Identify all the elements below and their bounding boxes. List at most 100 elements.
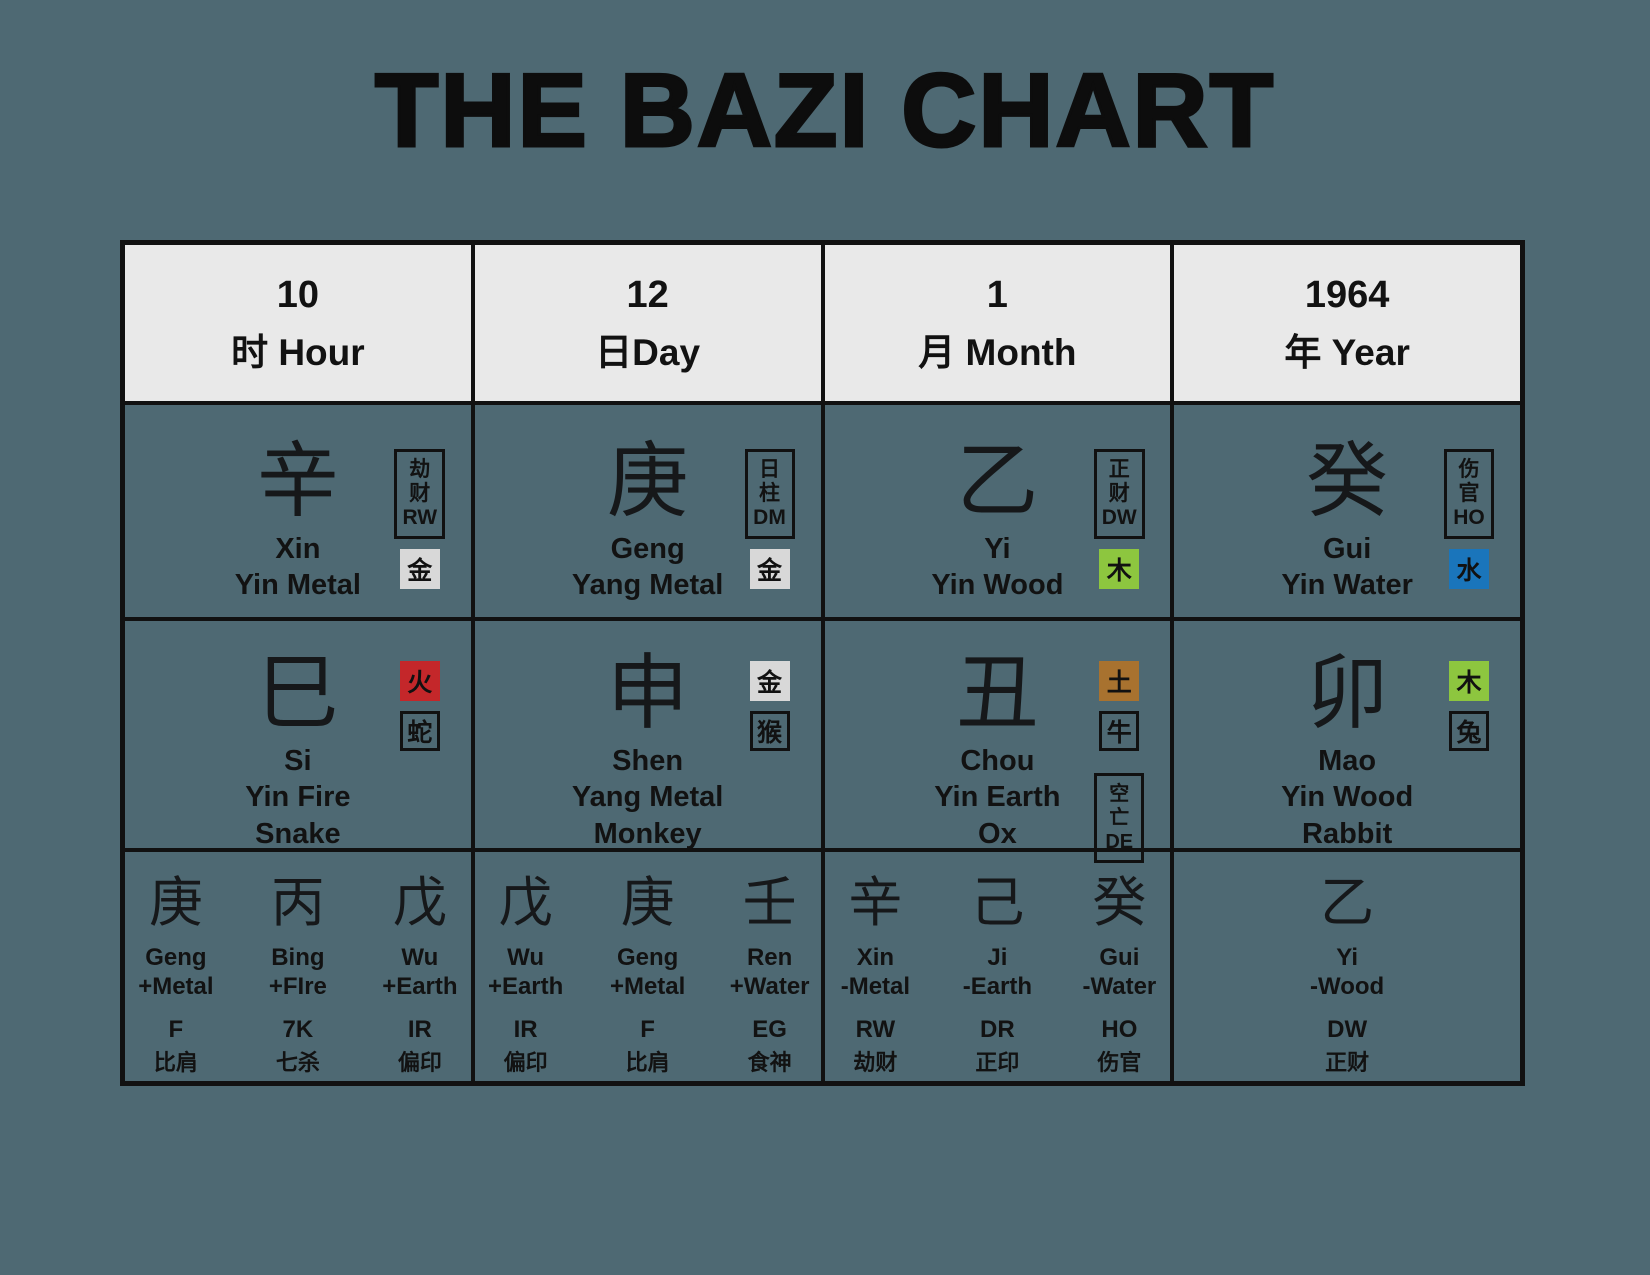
hidden-stem-code: HO bbox=[1101, 1015, 1138, 1043]
god-char-1: 劫 bbox=[409, 458, 431, 481]
header-cell-hour: 10 时 Hour bbox=[123, 243, 473, 403]
hidden-stem-element: +Metal bbox=[609, 972, 686, 1000]
hidden-stem-name: Gui bbox=[1099, 944, 1140, 972]
hour-value: 10 bbox=[276, 273, 320, 316]
hidden-stem-name: Wu bbox=[507, 944, 545, 972]
stem-name: Geng bbox=[610, 533, 685, 566]
hidden-stem-cn: 偏印 bbox=[397, 1050, 442, 1076]
stem-name: Xin bbox=[275, 533, 321, 566]
god-char-1: 正 bbox=[1108, 458, 1130, 481]
ten-god-box: 劫 财 RW bbox=[394, 449, 446, 540]
hidden-stem-name: Bing bbox=[271, 944, 325, 972]
animal-badge: 蛇 bbox=[399, 711, 440, 751]
hidden-stem-element: -Wood bbox=[1310, 972, 1385, 1000]
branch-name: Mao bbox=[1318, 745, 1377, 778]
god-code: HO bbox=[1453, 506, 1485, 530]
day-master-box: 日 柱 DM bbox=[744, 449, 795, 540]
god-char-1: 日 bbox=[759, 458, 780, 481]
hidden-stems-cell-month: 辛 Xin -Metal RW 劫财 己 Ji -Earth DR 正印 癸 G… bbox=[822, 850, 1173, 1083]
god-char-2: 柱 bbox=[759, 482, 780, 506]
stem-polarity: Yin Water bbox=[1281, 569, 1413, 602]
stem-name: Yi bbox=[984, 533, 1011, 566]
hidden-stem-code: DW bbox=[1327, 1015, 1368, 1043]
stem-cell-hour: 辛 Xin Yin Metal 劫 财 RW 金 bbox=[123, 403, 473, 619]
hidden-stem-char: 戊 bbox=[498, 871, 553, 934]
god-char-2: 官 bbox=[1458, 482, 1480, 506]
stem-char: 乙 bbox=[956, 434, 1039, 529]
ten-god-box: 伤 官 HO bbox=[1444, 449, 1494, 540]
hidden-stem-char: 庚 bbox=[620, 871, 675, 934]
year-value: 1964 bbox=[1304, 273, 1390, 316]
hidden-stem-cn: 劫财 bbox=[853, 1050, 898, 1076]
hidden-stem: 戊 Wu +Earth IR 偏印 bbox=[478, 871, 574, 1081]
stem-polarity: Yin Metal bbox=[234, 569, 361, 602]
hidden-stem-char: 壬 bbox=[742, 871, 797, 934]
stem-badges: 正 财 DW 木 bbox=[1092, 449, 1146, 590]
void-char-1: 空 bbox=[1109, 783, 1130, 805]
hidden-stem-cn: 比肩 bbox=[153, 1050, 198, 1076]
branch-element-text: Yin Wood bbox=[1281, 781, 1414, 814]
hidden-stem-code: RW bbox=[855, 1015, 896, 1043]
element-badge-metal: 金 bbox=[749, 549, 790, 590]
branch-badges: 土 牛 空 亡 DE bbox=[1092, 661, 1146, 863]
stem-char: 庚 bbox=[606, 434, 689, 529]
element-badge-wood: 木 bbox=[1449, 661, 1489, 701]
hidden-stem-code: IR bbox=[513, 1015, 538, 1043]
hidden-stem: 辛 Xin -Metal RW 劫财 bbox=[827, 871, 923, 1081]
branch-animal: Ox bbox=[978, 817, 1017, 850]
hidden-stem-element: +Earth bbox=[487, 972, 564, 1000]
hidden-stem: 癸 Gui -Water HO 伤官 bbox=[1071, 871, 1167, 1081]
element-badge-wood: 木 bbox=[1099, 549, 1140, 590]
hidden-stem-code: IR bbox=[407, 1015, 432, 1043]
hidden-stem-cn: 比肩 bbox=[625, 1050, 670, 1076]
month-value: 1 bbox=[986, 273, 1008, 316]
hidden-stem: 戊 Wu +Earth IR 偏印 bbox=[372, 871, 468, 1081]
branch-element-text: Yang Metal bbox=[571, 781, 724, 814]
hidden-stem-cn: 正印 bbox=[975, 1050, 1020, 1076]
stem-polarity: Yang Metal bbox=[571, 569, 724, 602]
hidden-stem-code: EG bbox=[752, 1015, 787, 1043]
branch-name: Si bbox=[284, 745, 312, 778]
hidden-stems-cell-year: 乙 Yi -Wood DW 正财 bbox=[1172, 850, 1522, 1083]
day-value: 12 bbox=[626, 273, 669, 316]
bazi-chart-table: 10 时 Hour 12 日Day 1 月 Month 1964 年 Year … bbox=[120, 240, 1525, 1086]
hidden-stem-element: +FIre bbox=[268, 972, 327, 1000]
hidden-stem-element: -Metal bbox=[840, 972, 911, 1000]
branch-cell-month: 丑 Chou Yin Earth Ox 土 牛 空 亡 DE bbox=[822, 619, 1173, 863]
void-death-emptiness-box: 空 亡 DE bbox=[1094, 773, 1145, 863]
void-code: DE bbox=[1105, 831, 1134, 853]
ten-god-box: 正 财 DW bbox=[1093, 449, 1145, 540]
branch-badges: 木 兔 bbox=[1442, 661, 1496, 751]
year-label: 年 Year bbox=[1284, 331, 1410, 373]
page-title: THE BAZI CHART bbox=[373, 52, 1276, 171]
branch-badges: 火 蛇 bbox=[393, 661, 447, 751]
hidden-stem-code: DR bbox=[980, 1015, 1015, 1043]
god-char-1: 伤 bbox=[1458, 458, 1480, 481]
element-badge-water: 水 bbox=[1449, 549, 1489, 590]
hidden-stem-element: +Earth bbox=[382, 972, 458, 1000]
animal-badge: 牛 bbox=[1099, 711, 1140, 751]
day-label: 日Day bbox=[595, 331, 701, 373]
branch-animal: Snake bbox=[255, 817, 341, 850]
god-char-2: 财 bbox=[1108, 482, 1130, 506]
stem-badges: 日 柱 DM 金 bbox=[743, 449, 797, 590]
branch-element-text: Yin Fire bbox=[245, 781, 351, 814]
hidden-stem: 庚 Geng +Metal F 比肩 bbox=[128, 871, 224, 1081]
element-badge-earth: 土 bbox=[1099, 661, 1140, 701]
branch-name: Shen bbox=[612, 745, 684, 778]
hidden-stem-cn: 正财 bbox=[1325, 1050, 1370, 1076]
hidden-stem-code: F bbox=[640, 1015, 655, 1043]
hidden-stem-element: -Earth bbox=[962, 972, 1033, 1000]
stem-char: 辛 bbox=[256, 434, 339, 529]
month-label: 月 Month bbox=[918, 331, 1077, 373]
branch-char: 申 bbox=[606, 646, 689, 741]
stem-cell-month: 乙 Yi Yin Wood 正 财 DW 木 bbox=[822, 403, 1173, 619]
header-cell-month: 1 月 Month bbox=[822, 243, 1173, 403]
god-code: DW bbox=[1101, 506, 1137, 530]
stem-char: 癸 bbox=[1306, 434, 1389, 529]
stem-name: Gui bbox=[1322, 533, 1372, 566]
hidden-stem-cn: 食神 bbox=[747, 1050, 792, 1076]
hidden-stem-name: Geng bbox=[145, 944, 207, 972]
stem-cell-year: 癸 Gui Yin Water 伤 官 HO 水 bbox=[1172, 403, 1522, 619]
animal-badge: 兔 bbox=[1449, 711, 1489, 751]
